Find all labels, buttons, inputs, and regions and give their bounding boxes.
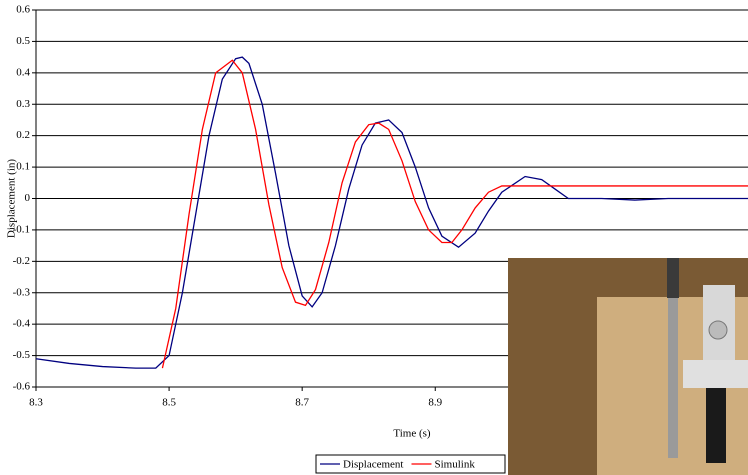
y-tick-label: 0.1	[16, 161, 30, 173]
x-axis-title: Time (s)	[393, 428, 431, 440]
y-tick-label: -0.3	[13, 286, 31, 298]
y-tick-label: -0.6	[13, 381, 31, 393]
x-tick-label: 8.7	[295, 397, 309, 409]
photo-inset	[508, 258, 748, 475]
photo-handle	[706, 388, 726, 463]
legend-label: Displacement	[343, 459, 403, 471]
photo-clamp	[683, 360, 748, 388]
legend-label: Simulink	[434, 459, 475, 471]
chart: -0.6-0.5-0.4-0.3-0.2-0.100.10.20.30.40.5…	[0, 0, 748, 475]
y-tick-label: 0.5	[16, 35, 30, 47]
y-tick-label: 0.2	[16, 129, 30, 141]
x-tick-label: 8.3	[29, 397, 43, 409]
photo-rod-top	[667, 258, 679, 298]
y-tick-label: -0.5	[13, 349, 31, 361]
y-tick-label: 0.6	[16, 4, 30, 16]
legend: Displacement Simulink	[316, 455, 505, 473]
photo-bolt	[709, 321, 727, 339]
y-axis-title: Displacement (in)	[6, 159, 18, 238]
y-tick-label: 0	[25, 192, 31, 204]
photo-rod	[668, 298, 678, 458]
y-tick-label: 0.3	[16, 98, 30, 110]
x-tick-label: 8.9	[428, 397, 442, 409]
x-tick-label: 8.5	[162, 397, 176, 409]
y-tick-label: -0.2	[13, 255, 30, 267]
y-tick-label: 0.4	[16, 66, 30, 78]
y-tick-label: -0.4	[13, 318, 31, 330]
